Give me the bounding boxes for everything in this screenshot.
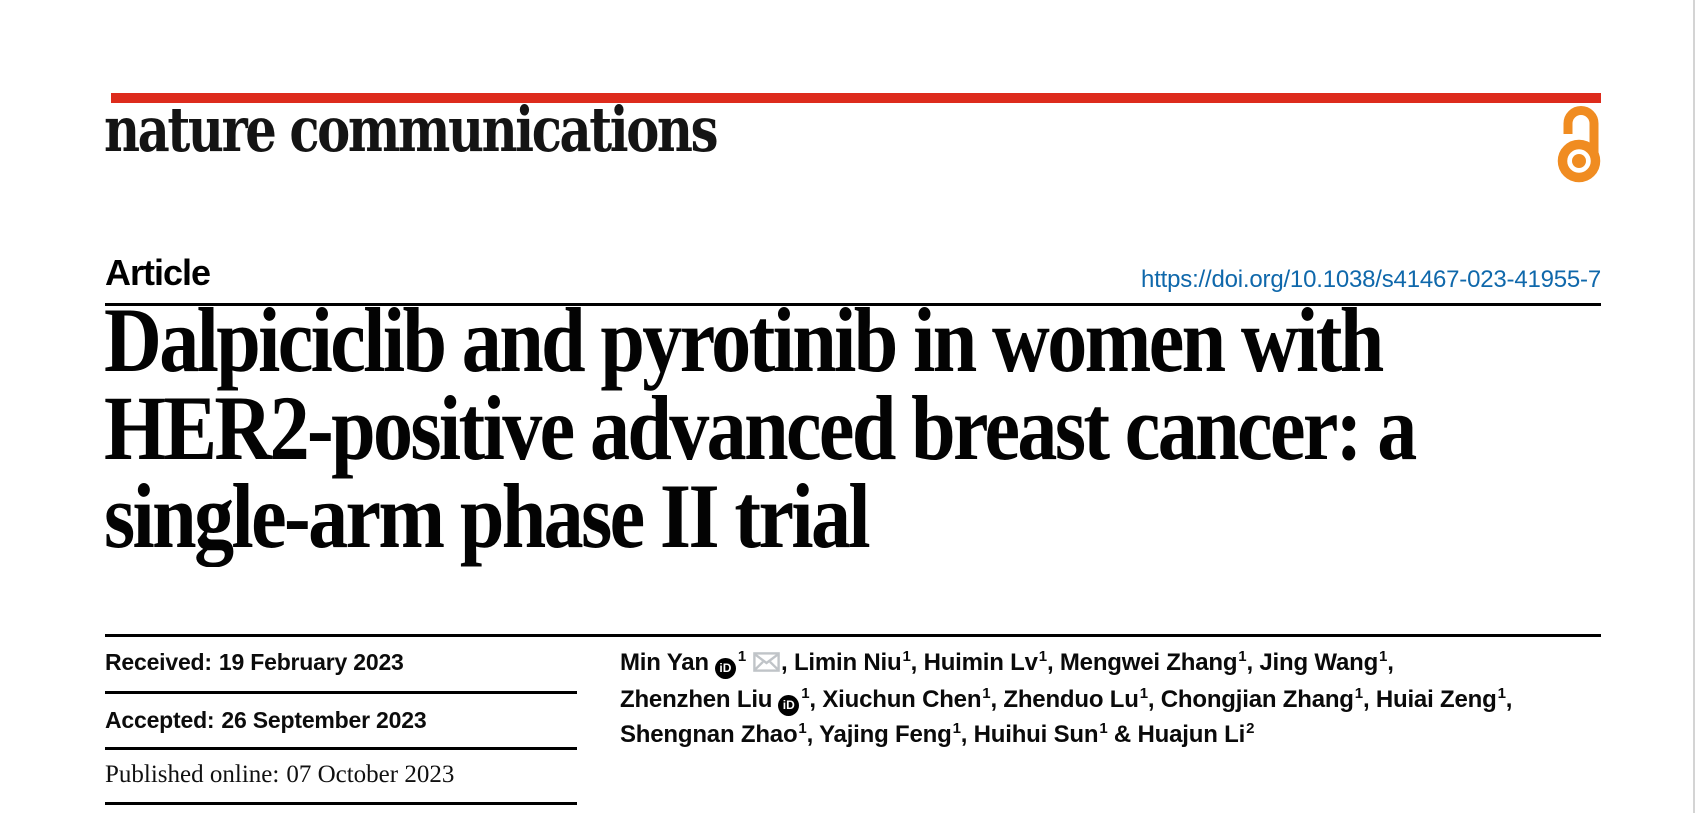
accepted-date-row: Accepted: 26 September 2023 xyxy=(105,706,577,734)
envelope-icon[interactable] xyxy=(753,647,780,682)
author-name: Limin Niu xyxy=(793,649,902,676)
title-line: HER2-positive advanced breast cancer: a xyxy=(104,377,1417,479)
author-name: Min Yan xyxy=(620,649,709,676)
author-separator: , xyxy=(806,721,820,748)
title-line: single-arm phase II trial xyxy=(104,465,871,567)
author-line: Min Yan iD1 , Limin Niu1, Huimin Lv1, Men… xyxy=(620,645,1540,682)
affiliation-ref: 1 xyxy=(952,720,961,737)
author-separator: , xyxy=(1387,649,1394,676)
affiliation-ref: 1 xyxy=(737,648,747,665)
history-divider xyxy=(105,747,577,750)
author-separator: , xyxy=(990,686,1004,713)
journal-logo: nature communications xyxy=(104,93,719,166)
date-label: Published online: xyxy=(105,761,280,788)
author-name: Shengnan Zhao xyxy=(620,721,798,748)
date-value: 07 October 2023 xyxy=(286,761,455,788)
affiliation-ref: 1 xyxy=(1038,648,1047,665)
author-separator: , xyxy=(910,649,924,676)
affiliation-ref: 1 xyxy=(902,648,911,665)
affiliation-ref: 1 xyxy=(801,685,810,702)
history-divider xyxy=(105,691,577,694)
affiliation-ref: 1 xyxy=(1379,648,1388,665)
author-lines: Min Yan iD1 , Limin Niu1, Huimin Lv1, Men… xyxy=(620,645,1540,752)
affiliation-ref: 2 xyxy=(1246,720,1255,737)
affiliation-ref: 1 xyxy=(1139,685,1148,702)
author-separator: , xyxy=(809,686,823,713)
author-separator: , xyxy=(1147,686,1161,713)
author-separator: , xyxy=(1505,686,1513,713)
history-divider xyxy=(105,802,577,805)
author-name: Huiai Zeng xyxy=(1375,686,1497,713)
date-value: 19 February 2023 xyxy=(218,649,404,675)
affiliation-ref: 1 xyxy=(1354,685,1363,702)
author-name: Yajing Feng xyxy=(819,721,952,748)
author-line: Zhenzhen Liu iD1, Xiuchun Chen1, Zhenduo … xyxy=(620,682,1540,717)
author-name: Zhenzhen Liu xyxy=(620,686,773,713)
author-name: Jing Wang xyxy=(1259,649,1379,676)
header-rule xyxy=(105,303,1601,306)
author-name: Huajun Li xyxy=(1137,721,1246,748)
author-separator: & xyxy=(1107,721,1138,748)
doi-link[interactable]: https://doi.org/10.1038/s41467-023-41955… xyxy=(1141,266,1601,293)
author-separator: , xyxy=(1362,686,1376,713)
received-date-row: Received: 19 February 2023 xyxy=(105,648,577,676)
page-edge-divider xyxy=(1693,0,1695,813)
author-separator: , xyxy=(960,721,974,748)
affiliation-ref: 1 xyxy=(1497,685,1506,702)
title-line: Dalpiciclib and pyrotinib in women with xyxy=(104,289,1384,391)
affiliation-ref: 1 xyxy=(1099,720,1108,737)
affiliation-ref: 1 xyxy=(982,685,991,702)
author-separator: , xyxy=(1046,649,1060,676)
author-separator: , xyxy=(1246,649,1260,676)
author-separator: , xyxy=(781,649,794,676)
author-name: Huimin Lv xyxy=(923,649,1038,676)
orcid-icon[interactable]: iD xyxy=(714,658,736,679)
affiliation-ref: 1 xyxy=(798,720,807,737)
author-name: Chongjian Zhang xyxy=(1160,686,1354,713)
open-access-icon xyxy=(1556,104,1602,184)
brand-rule xyxy=(111,93,1601,103)
author-line: Shengnan Zhao1, Yajing Feng1, Huihui Sun… xyxy=(620,717,1540,752)
date-value: 26 September 2023 xyxy=(221,707,427,733)
orcid-icon[interactable]: iD xyxy=(778,695,800,716)
article-title: Dalpiciclib and pyrotinib in women with … xyxy=(104,289,1417,567)
author-name: Huihui Sun xyxy=(973,721,1099,748)
history-authors-rule xyxy=(105,634,1601,637)
published-online-row: Published online: 07 October 2023 xyxy=(105,761,577,789)
date-label: Received: xyxy=(105,649,212,675)
author-name: Mengwei Zhang xyxy=(1059,649,1238,676)
affiliation-ref: 1 xyxy=(1238,648,1247,665)
date-label: Accepted: xyxy=(105,707,215,733)
author-name: Xiuchun Chen xyxy=(822,686,982,713)
article-type-label: Article xyxy=(105,252,211,293)
author-name: Zhenduo Lu xyxy=(1003,686,1139,713)
